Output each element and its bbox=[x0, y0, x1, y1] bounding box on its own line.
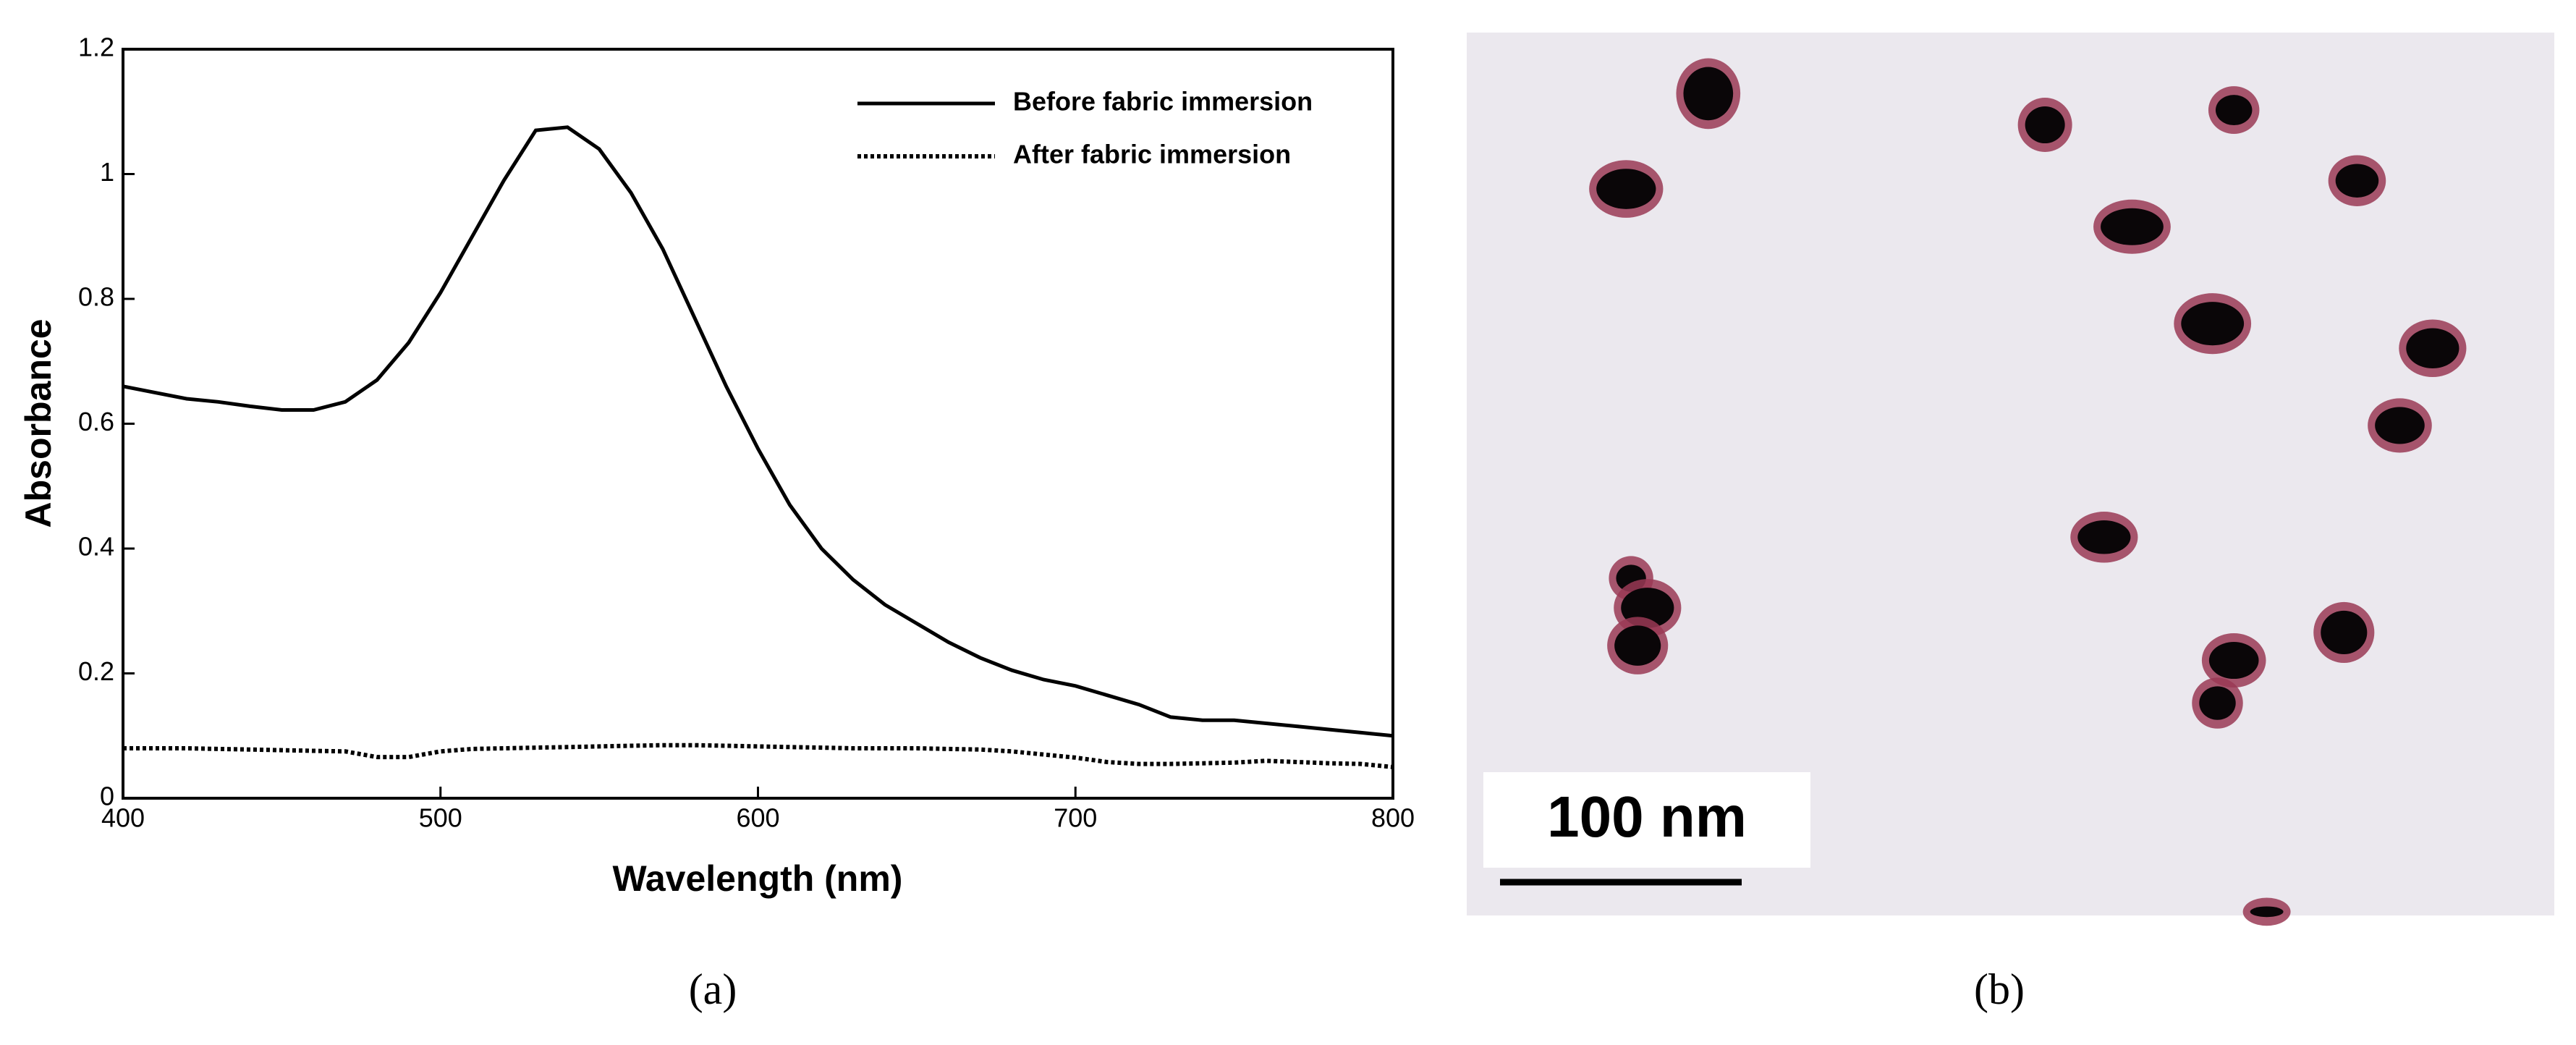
particle bbox=[2208, 642, 2259, 680]
y-axis-label: Absorbance bbox=[18, 319, 59, 528]
x-tick-label: 500 bbox=[419, 803, 462, 833]
y-tick-label: 0 bbox=[100, 782, 114, 811]
y-tick-label: 1 bbox=[100, 157, 114, 187]
particle bbox=[2250, 906, 2284, 918]
y-tick-label: 0.8 bbox=[78, 282, 114, 312]
x-tick-label: 800 bbox=[1371, 803, 1415, 833]
particle bbox=[2025, 106, 2065, 144]
particle bbox=[2077, 520, 2131, 554]
scale-bar-label: 100 nm bbox=[1547, 784, 1747, 849]
particle bbox=[2215, 95, 2253, 126]
x-tick-label: 600 bbox=[736, 803, 779, 833]
y-tick-label: 0.4 bbox=[78, 532, 114, 562]
x-tick-label: 400 bbox=[101, 803, 145, 833]
particle bbox=[1683, 67, 1734, 121]
tem-image: 100 nm bbox=[1467, 33, 2554, 926]
particle bbox=[2335, 164, 2379, 198]
particle bbox=[2375, 407, 2425, 444]
legend-label: Before fabric immersion bbox=[1013, 87, 1313, 117]
y-tick-label: 0.2 bbox=[78, 656, 114, 686]
x-axis-label: Wavelength (nm) bbox=[613, 858, 903, 899]
series-line bbox=[123, 742, 1394, 769]
y-tick-label: 0.6 bbox=[78, 407, 114, 436]
panel-label: (b) bbox=[1974, 965, 2025, 1013]
y-tick-label: 1.2 bbox=[78, 33, 114, 62]
particles bbox=[1589, 58, 2467, 926]
scale-bar-box bbox=[1483, 772, 1810, 868]
particle bbox=[2406, 328, 2460, 369]
particle bbox=[2101, 208, 2164, 245]
particle bbox=[1596, 169, 1656, 209]
panel-label: (a) bbox=[689, 965, 737, 1013]
particle bbox=[2321, 610, 2368, 654]
particle bbox=[2199, 686, 2236, 720]
particle bbox=[1614, 625, 1661, 666]
x-tick-label: 700 bbox=[1054, 803, 1097, 833]
legend-label: After fabric immersion bbox=[1013, 140, 1291, 169]
series-line bbox=[122, 125, 1394, 738]
particle bbox=[2181, 302, 2245, 346]
